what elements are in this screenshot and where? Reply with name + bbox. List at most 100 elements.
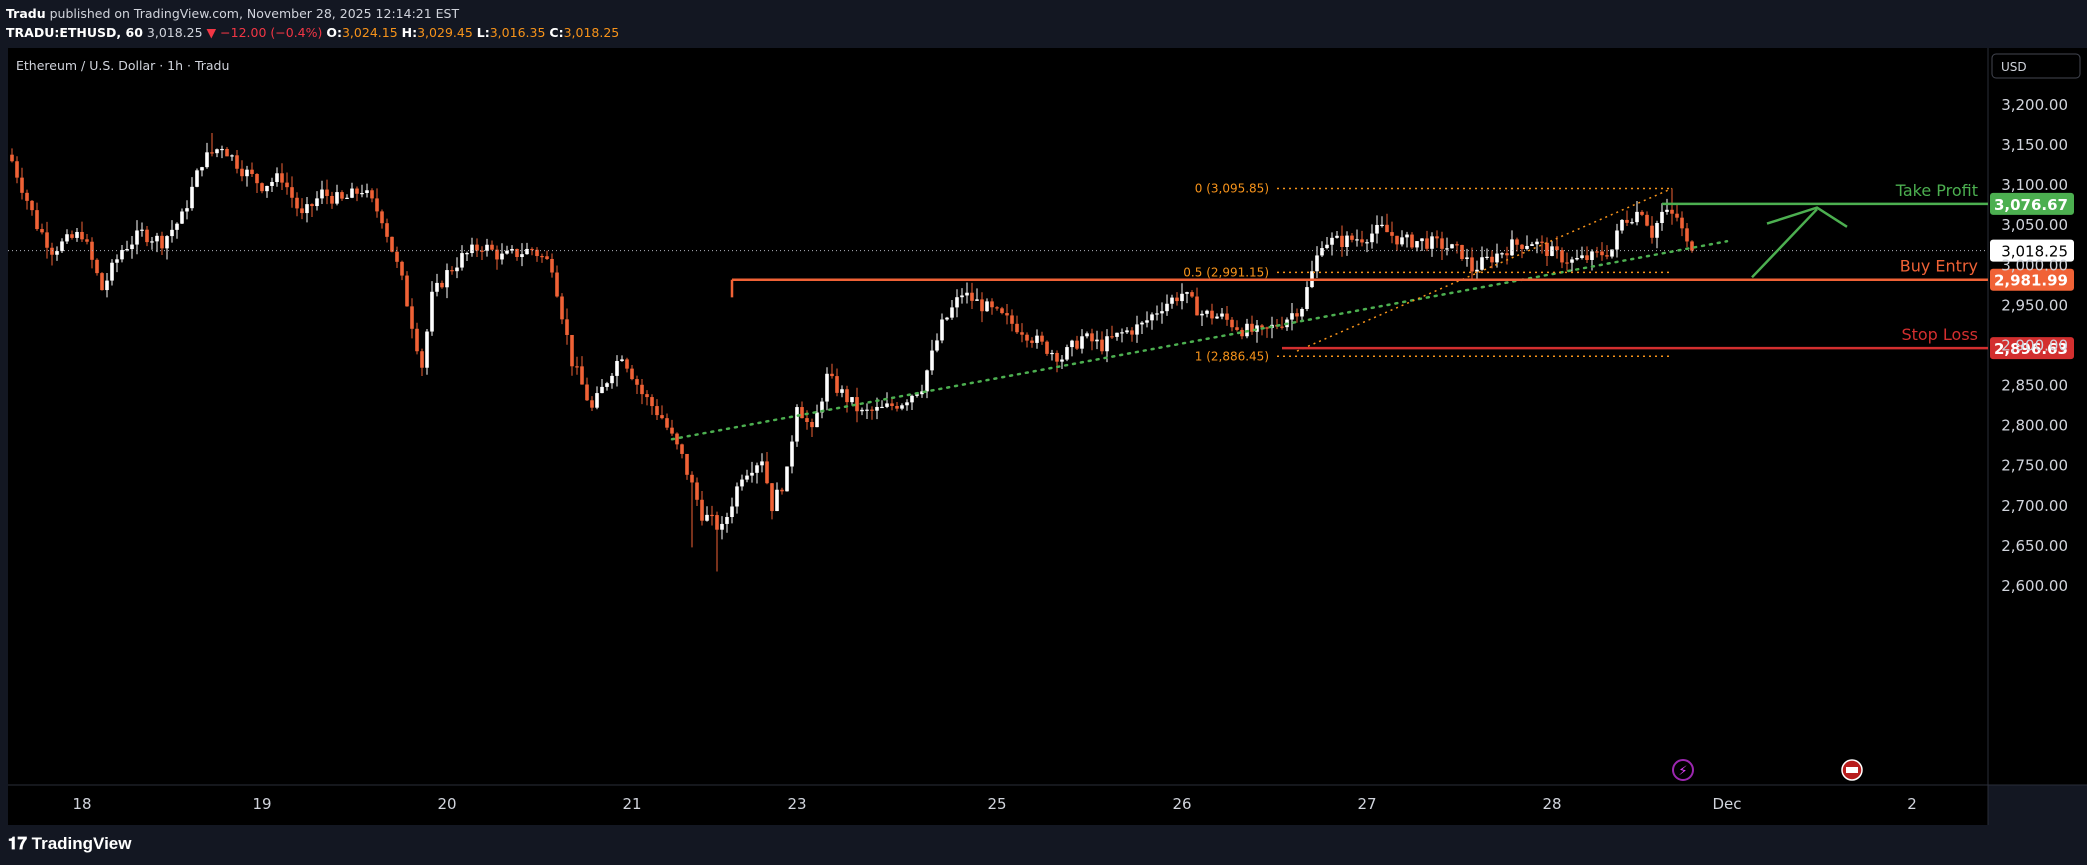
candle-body [875, 406, 879, 411]
candle-body [745, 475, 749, 480]
candle-body [65, 234, 69, 242]
candle-body [455, 267, 459, 272]
y-tick-label: 2,850.00 [2001, 377, 2068, 395]
support-trendline[interactable] [670, 240, 1729, 441]
candle-body [1180, 293, 1184, 302]
candles-layer [10, 133, 1694, 572]
x-tick-label: 28 [1542, 795, 1561, 813]
candle-body [1000, 308, 1004, 314]
candle-body [1075, 340, 1079, 349]
candle-body [130, 244, 134, 250]
candle-body [320, 189, 324, 199]
candle-body [1095, 339, 1099, 342]
currency-label: USD [2001, 60, 2027, 74]
candle-body [680, 444, 684, 454]
candle-body [1490, 256, 1494, 263]
candle-body [1030, 340, 1034, 343]
candle-body [540, 256, 544, 258]
candle-body [1685, 228, 1689, 242]
chart-pane[interactable] [8, 48, 1988, 785]
tradingview-logo[interactable]: 𝟏𝟕 TradingView [8, 834, 131, 854]
overlay-layer: 3,018.25 0 (3,095.85) 0.5 (2,991.15) 1 (2,8… [8, 181, 2074, 781]
candle-body [1120, 332, 1124, 334]
candle-body [255, 174, 259, 184]
candle-body [525, 248, 529, 255]
candle-body [950, 307, 954, 318]
x-tick-label: 19 [252, 795, 271, 813]
candle-body [290, 187, 294, 198]
candle-body [115, 259, 119, 263]
candle-body [425, 331, 429, 368]
candle-body [1130, 330, 1134, 335]
candle-body [755, 465, 759, 473]
candle-body [1510, 239, 1514, 256]
candle-body [730, 506, 734, 518]
level-price-label: 2,981.99 [1994, 272, 2068, 290]
candle-body [295, 197, 299, 209]
candle-body [205, 152, 209, 168]
candle-body [1260, 325, 1264, 328]
currency-button[interactable]: USD [1991, 53, 2081, 79]
candle-body [835, 376, 839, 393]
candle-body [1290, 313, 1294, 320]
candle-body [655, 406, 659, 416]
candle-body [480, 250, 484, 252]
candle-body [325, 189, 329, 196]
axis-layer: 3,200.00 3,150.00 3,100.00 3,050.00 3,000.00… [72, 96, 2068, 813]
candle-body [50, 247, 54, 255]
price-axis[interactable] [1988, 48, 2087, 785]
publisher-name[interactable]: Tradu [6, 6, 46, 21]
candle-body [1175, 297, 1179, 302]
candle-body [1080, 336, 1084, 349]
candle-body [1205, 310, 1209, 314]
candle-body [1460, 244, 1464, 259]
candle-body [490, 244, 494, 250]
event-lightning-icon[interactable] [1672, 759, 1694, 781]
candle-body [1230, 319, 1234, 328]
candle-body [625, 359, 629, 369]
candle-body [1100, 339, 1104, 352]
candle-body [1540, 241, 1544, 243]
candle-body [1110, 336, 1114, 338]
candle-body [1575, 257, 1579, 260]
candle-body [225, 148, 229, 157]
symbol-label: TRADU:ETHUSD, 60 [6, 25, 143, 40]
grid-layer [8, 48, 2087, 825]
time-axis[interactable] [8, 785, 1988, 825]
candle-body [850, 397, 854, 403]
candle-body [1610, 249, 1614, 257]
candle-body [920, 391, 924, 395]
candle-body [945, 317, 949, 320]
candle-body [620, 359, 624, 362]
candle-body [55, 251, 59, 255]
lightning-glyph-icon: ⚡ [1678, 764, 1687, 779]
candle-body [760, 461, 764, 466]
candle-body [175, 223, 179, 230]
candle-body [45, 232, 49, 248]
candle-body [825, 373, 829, 402]
candle-body [1690, 241, 1694, 251]
candle-body [550, 258, 554, 273]
candle-body [505, 250, 509, 254]
candle-body [1250, 323, 1254, 332]
candle-body [220, 148, 224, 151]
candle-body [1655, 223, 1659, 238]
candle-body [1500, 253, 1504, 255]
candle-body [180, 211, 184, 224]
y-tick-label: 3,200.00 [2001, 96, 2068, 114]
candle-body [310, 204, 314, 207]
candle-body [880, 406, 884, 409]
candle-body [1650, 225, 1654, 238]
candle-body [440, 282, 444, 288]
chart-title: Ethereum / U.S. Dollar · 1h · Tradu [16, 58, 229, 73]
level-price-tag [1990, 268, 2074, 291]
candle-body [445, 270, 449, 288]
candle-body [150, 241, 154, 243]
candle-body [1485, 256, 1489, 258]
candle-body [340, 192, 344, 199]
candle-body [160, 235, 164, 249]
candle-body [155, 235, 159, 242]
candle-body [1220, 313, 1224, 317]
candle-body [1265, 327, 1269, 329]
